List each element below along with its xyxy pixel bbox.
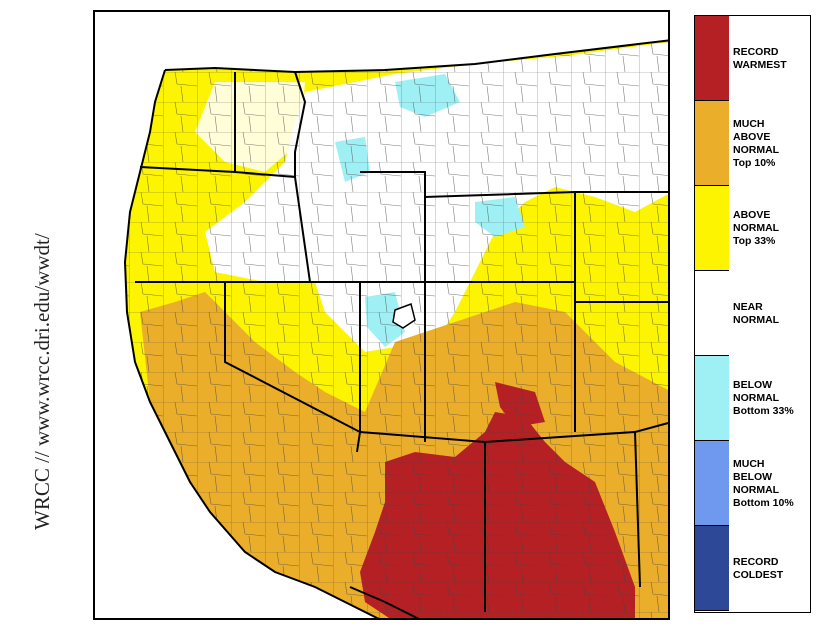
great-salt-lake (392, 303, 416, 329)
legend-label: MUCH BELOW NORMAL Bottom 10% (733, 441, 809, 526)
legend-label-line: NORMAL (733, 143, 780, 156)
legend-label-line: Bottom 33% (733, 405, 794, 417)
legend-label-line: NORMAL (733, 392, 780, 404)
legend-label-line: MUCH (733, 457, 765, 470)
legend-label: RECORD COLDEST (733, 526, 809, 611)
state-borders (135, 71, 668, 612)
legend: RECORD WARMEST MUCH ABOVE NORMAL Top 10% ABOVE… (694, 15, 811, 613)
legend-swatch (695, 526, 729, 611)
legend-item: BELOW NORMAL Bottom 33% (695, 356, 810, 441)
credit-text: WRCC // www.wrcc.dri.edu/wwdt/ (30, 233, 54, 530)
map-frame (93, 10, 670, 620)
legend-label: ABOVE NORMAL Top 33% (733, 186, 809, 271)
legend-swatch (695, 441, 729, 526)
legend-label-line: RECORD (733, 45, 779, 58)
legend-swatch (695, 271, 729, 356)
legend-label-line: ABOVE (733, 130, 771, 143)
legend-swatch (695, 356, 729, 441)
legend-label-line: BELOW (733, 470, 773, 483)
legend-swatch (695, 16, 729, 101)
legend-label-line: MUCH (733, 117, 765, 130)
legend-item: MUCH BELOW NORMAL Bottom 10% (695, 441, 810, 526)
legend-label-line: RECORD (733, 555, 779, 568)
legend-label: MUCH ABOVE NORMAL Top 10% (733, 101, 809, 186)
legend-label-line: WARMEST (733, 58, 787, 71)
legend-label-line: NORMAL (733, 483, 780, 496)
mexico-border (349, 586, 420, 618)
legend-swatch (695, 101, 729, 186)
legend-label-line: Bottom 10% (733, 496, 794, 509)
legend-label-line: COLDEST (733, 568, 784, 581)
legend-item: ABOVE NORMAL Top 33% (695, 186, 810, 271)
legend-swatch (695, 186, 729, 271)
legend-label: RECORD WARMEST (733, 16, 809, 101)
legend-item: RECORD COLDEST (695, 526, 810, 611)
legend-item: MUCH ABOVE NORMAL Top 10% (695, 101, 810, 186)
canada-border (164, 39, 668, 74)
legend-label-line: NORMAL (733, 313, 780, 326)
legend-label-line: NORMAL (733, 222, 780, 234)
legend-label: NEAR NORMAL (733, 271, 809, 356)
legend-item: RECORD WARMEST (695, 16, 810, 101)
precip-temp-map (123, 39, 668, 618)
legend-label-line: NEAR (733, 300, 763, 313)
legend-label-line: Top 10% (733, 156, 776, 169)
legend-item: NEAR NORMAL (695, 271, 810, 356)
legend-label-line: Top 33% (733, 235, 776, 247)
legend-label-line: ABOVE (733, 209, 771, 221)
pacific-coastline (123, 69, 380, 618)
legend-label-line: BELOW (733, 379, 773, 391)
legend-label: BELOW NORMAL Bottom 33% (733, 356, 809, 441)
